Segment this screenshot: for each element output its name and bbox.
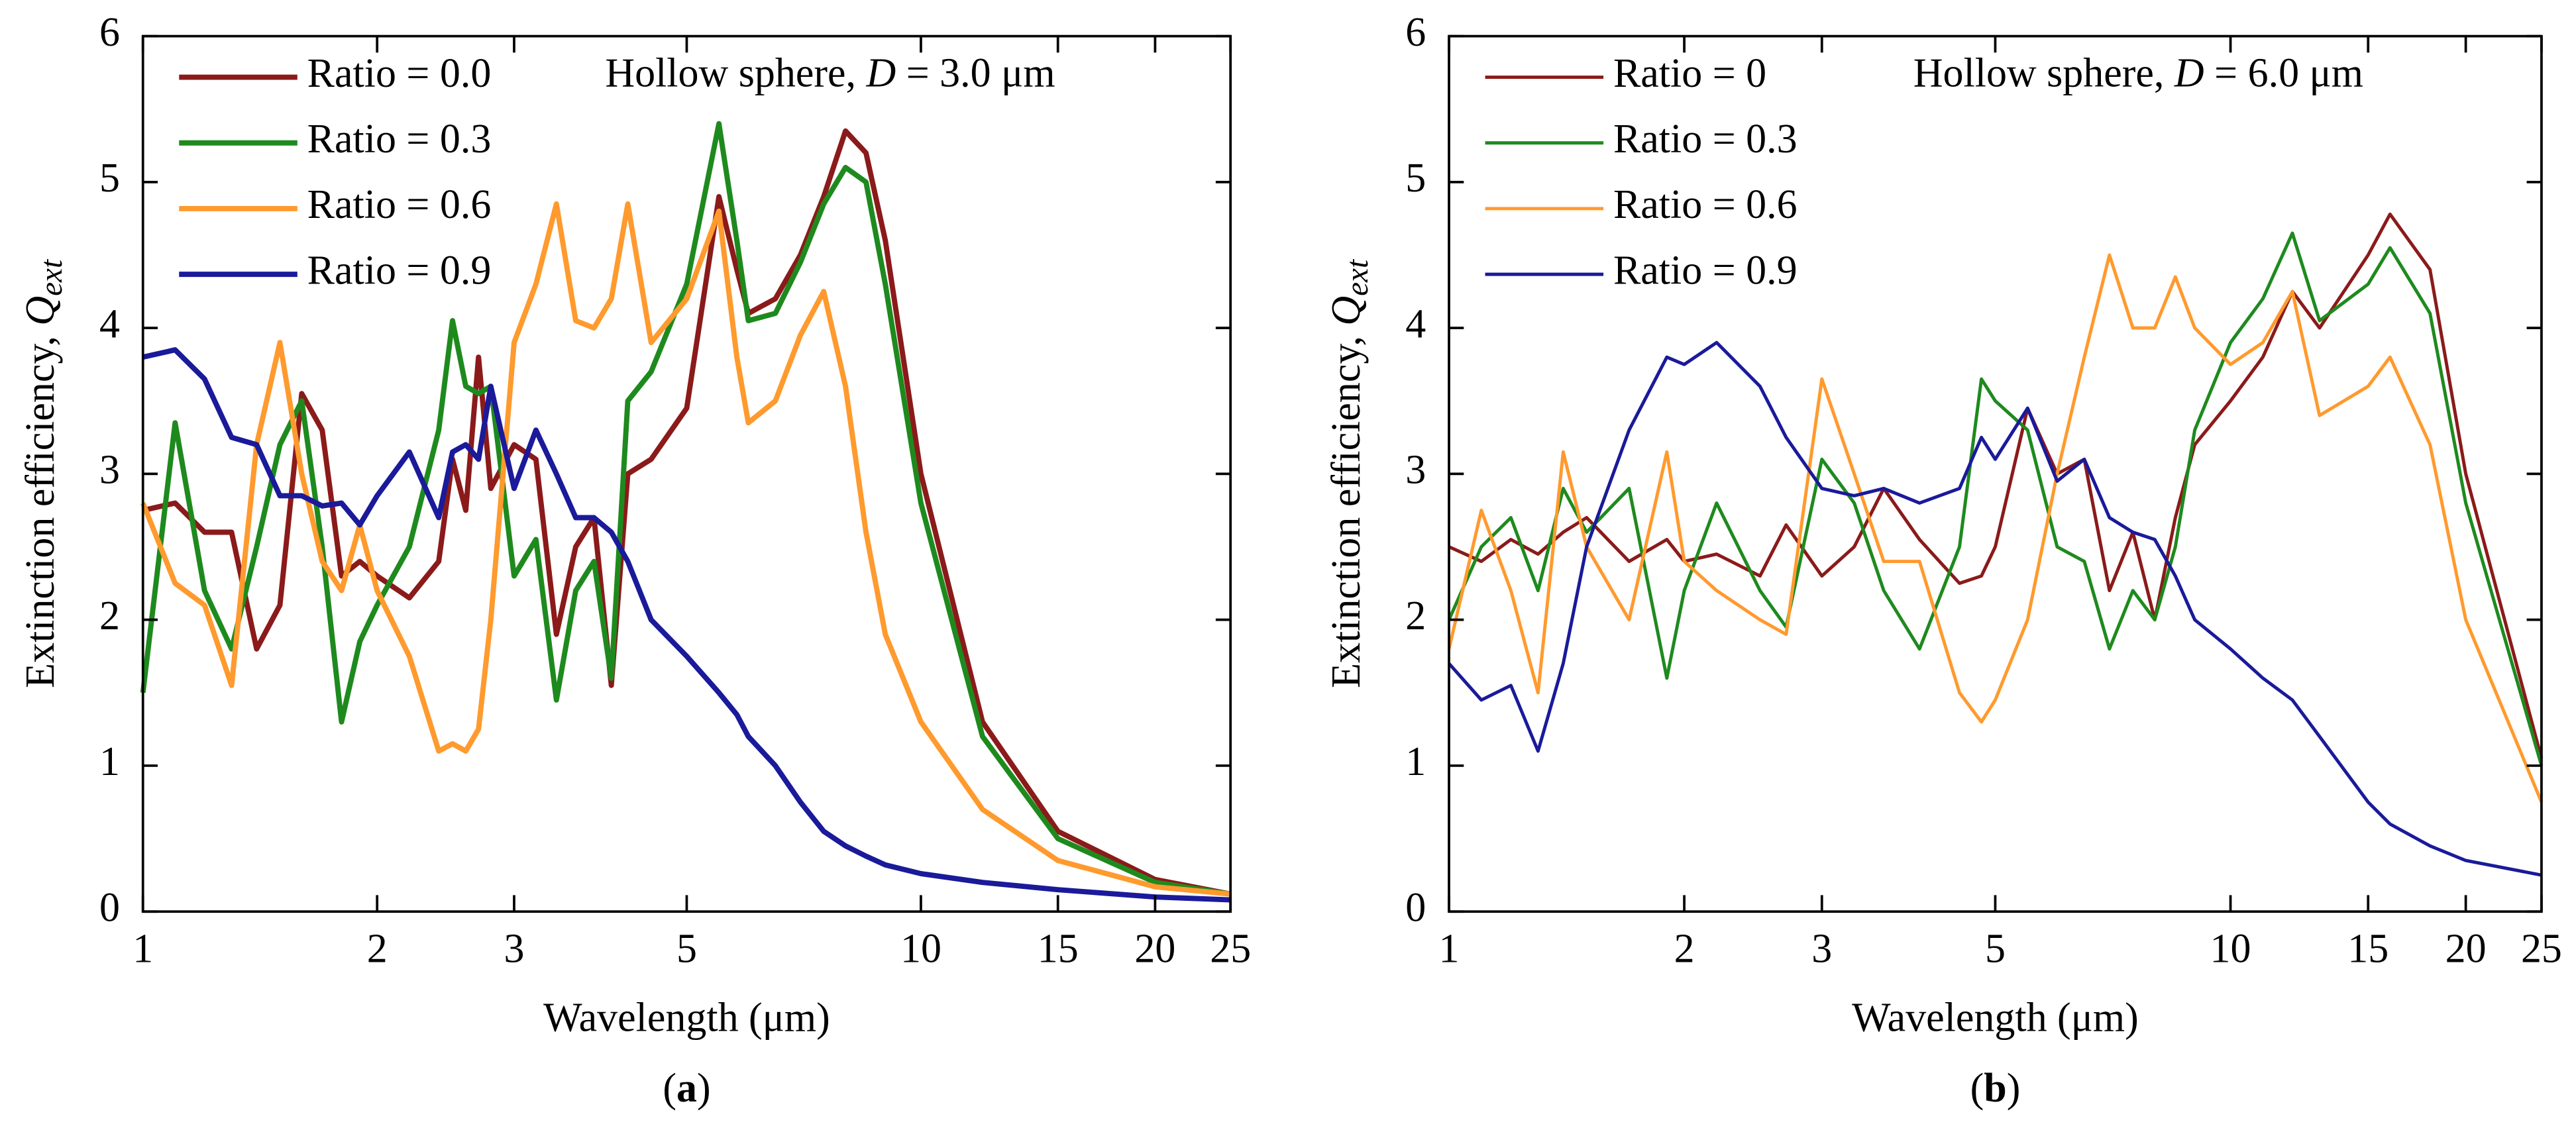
x-axis-label: Wavelength (μm): [1852, 996, 2139, 1041]
x-tick-label: 15: [1038, 926, 1079, 971]
x-tick-label: 1: [133, 926, 153, 971]
caption-part: b: [1984, 1066, 2006, 1111]
y-tick-label: 0: [99, 885, 120, 930]
annotation: Hollow sphere, D = 6.0 μm: [1913, 51, 2363, 96]
annotation-part: = 6.0 μm: [2204, 51, 2363, 96]
y-tick-label: 1: [99, 739, 120, 784]
annotation-part: D: [865, 51, 896, 96]
legend-label: Ratio = 0.3: [1613, 117, 1798, 162]
y-tick-label: 3: [1405, 448, 1426, 493]
y-tick-label: 6: [1405, 10, 1426, 55]
y-tick-label: 2: [99, 593, 120, 639]
x-tick-label: 3: [504, 926, 524, 971]
series-line: [1448, 212, 2544, 759]
x-tick-label: 10: [900, 926, 941, 971]
y-axis-label-part: Extinction efficiency,: [18, 326, 63, 688]
x-axis-label: Wavelength (μm): [543, 996, 830, 1041]
y-tick-label: 0: [1405, 885, 1426, 930]
series-line: [1448, 340, 2542, 877]
x-tick-label: 20: [2445, 926, 2487, 971]
y-tick-label: 5: [99, 156, 120, 201]
x-tick-label: 5: [1985, 926, 2006, 971]
annotation-part: Hollow sphere,: [605, 51, 866, 96]
y-tick-label: 4: [1405, 301, 1426, 346]
x-tick-label: 10: [2210, 926, 2251, 971]
x-tick-label: 3: [1811, 926, 1832, 971]
y-tick-label: 3: [99, 448, 120, 493]
y-axis-label-part: ext: [1340, 258, 1375, 296]
y-tick-label: 2: [1405, 593, 1426, 639]
legend-label: Ratio = 0.6: [307, 182, 492, 227]
series-line: [1447, 253, 2544, 803]
y-tick-label: 1: [1405, 739, 1426, 784]
legend-label: Ratio = 0.0: [307, 51, 492, 96]
x-tick-label: 15: [2347, 926, 2388, 971]
series-line: [140, 201, 1231, 897]
series-line: [1447, 231, 2544, 766]
caption-part: ): [2007, 1066, 2021, 1111]
y-axis-label-part: Q: [18, 296, 63, 326]
y-axis-label: Extinction efficiency, Qext: [1324, 258, 1374, 688]
y-axis-label-part: ext: [34, 258, 69, 296]
x-tick-label: 1: [1439, 926, 1460, 971]
annotation-part: D: [2174, 51, 2204, 96]
caption-part: ): [697, 1066, 711, 1111]
x-tick-label: 5: [676, 926, 697, 971]
x-tick-label: 2: [367, 926, 388, 971]
plot-frame: [141, 34, 1232, 913]
x-tick-label: 25: [2521, 926, 2562, 971]
caption: (b): [1970, 1066, 2021, 1111]
legend-label: Ratio = 0.9: [307, 248, 492, 293]
y-tick-label: 6: [99, 10, 120, 55]
y-tick-label: 4: [99, 301, 120, 346]
y-tick-label: 5: [1405, 156, 1426, 201]
annotation-part: Hollow sphere,: [1913, 51, 2174, 96]
legend-label: Ratio = 0.6: [1613, 182, 1798, 227]
caption-part: (: [663, 1066, 676, 1111]
caption-part: (: [1970, 1066, 1984, 1111]
y-axis-label: Extinction efficiency, Qext: [18, 258, 68, 688]
legend-label: Ratio = 0: [1613, 51, 1766, 96]
series-line: [140, 121, 1231, 897]
legend-label: Ratio = 0.9: [1613, 248, 1798, 293]
caption-part: a: [676, 1066, 697, 1111]
x-tick-label: 25: [1210, 926, 1251, 971]
legend-label: Ratio = 0.3: [307, 117, 492, 162]
x-tick-label: 20: [1134, 926, 1175, 971]
annotation-part: = 3.0 μm: [896, 51, 1055, 96]
y-axis-label-part: Extinction efficiency,: [1324, 326, 1369, 688]
series-line: [142, 347, 1231, 903]
series-line: [142, 128, 1231, 897]
annotation: Hollow sphere, D = 3.0 μm: [605, 51, 1055, 96]
caption: (a): [663, 1066, 710, 1111]
x-tick-label: 2: [1674, 926, 1695, 971]
y-axis-label-part: Q: [1324, 296, 1369, 326]
